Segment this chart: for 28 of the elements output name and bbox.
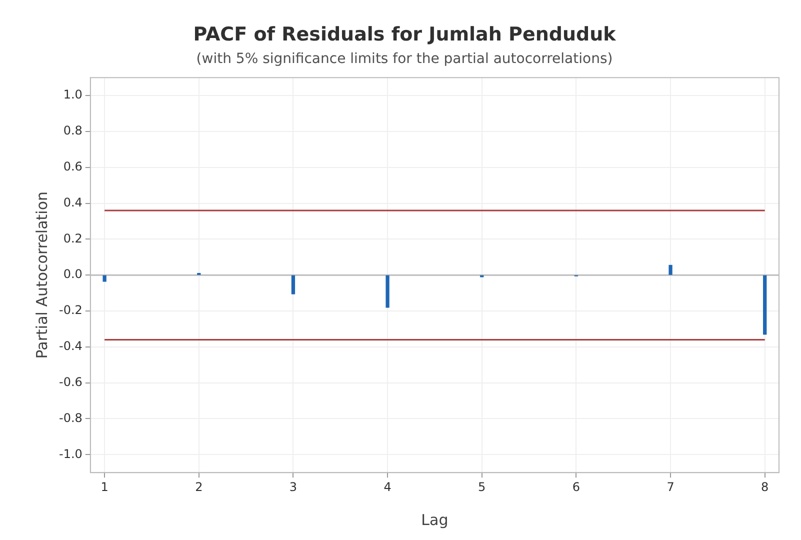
y-tick-label: -0.4 xyxy=(58,339,82,354)
y-tick-label: 0.2 xyxy=(63,231,82,246)
y-tick-label: 1.0 xyxy=(63,88,82,102)
bar xyxy=(668,264,672,275)
y-tick-label: -1.0 xyxy=(58,446,82,461)
y-tick-label: 0.4 xyxy=(63,195,82,210)
y-tick-label: 0.6 xyxy=(63,160,82,174)
x-tick-label: 2 xyxy=(195,480,203,494)
x-tick-label: 5 xyxy=(478,480,486,494)
x-tick-label: 1 xyxy=(100,480,108,494)
y-axis-title: Partial Autocorrelation xyxy=(32,191,51,359)
bar xyxy=(386,275,390,308)
bar xyxy=(102,275,106,282)
bar xyxy=(763,275,767,335)
x-tick-label: 6 xyxy=(572,480,580,494)
chart-subtitle: (with 5% significance limits for the partial autocorrelations) xyxy=(196,50,613,67)
y-tick-label: -0.6 xyxy=(58,374,82,389)
y-tick-label: -0.8 xyxy=(58,410,82,425)
x-axis-title: Lag xyxy=(421,510,448,529)
bar xyxy=(291,275,296,294)
y-tick-label: 0.0 xyxy=(63,267,82,282)
x-tick-label: 3 xyxy=(289,480,298,494)
y-tick-label: -0.2 xyxy=(58,303,82,318)
chart-title: PACF of Residuals for Jumlah Penduduk xyxy=(193,23,616,46)
x-tick-label: 4 xyxy=(384,480,392,494)
x-tick-label: 8 xyxy=(761,480,769,494)
y-tick-label: 0.8 xyxy=(63,124,82,138)
x-tick-label: 7 xyxy=(666,480,674,494)
